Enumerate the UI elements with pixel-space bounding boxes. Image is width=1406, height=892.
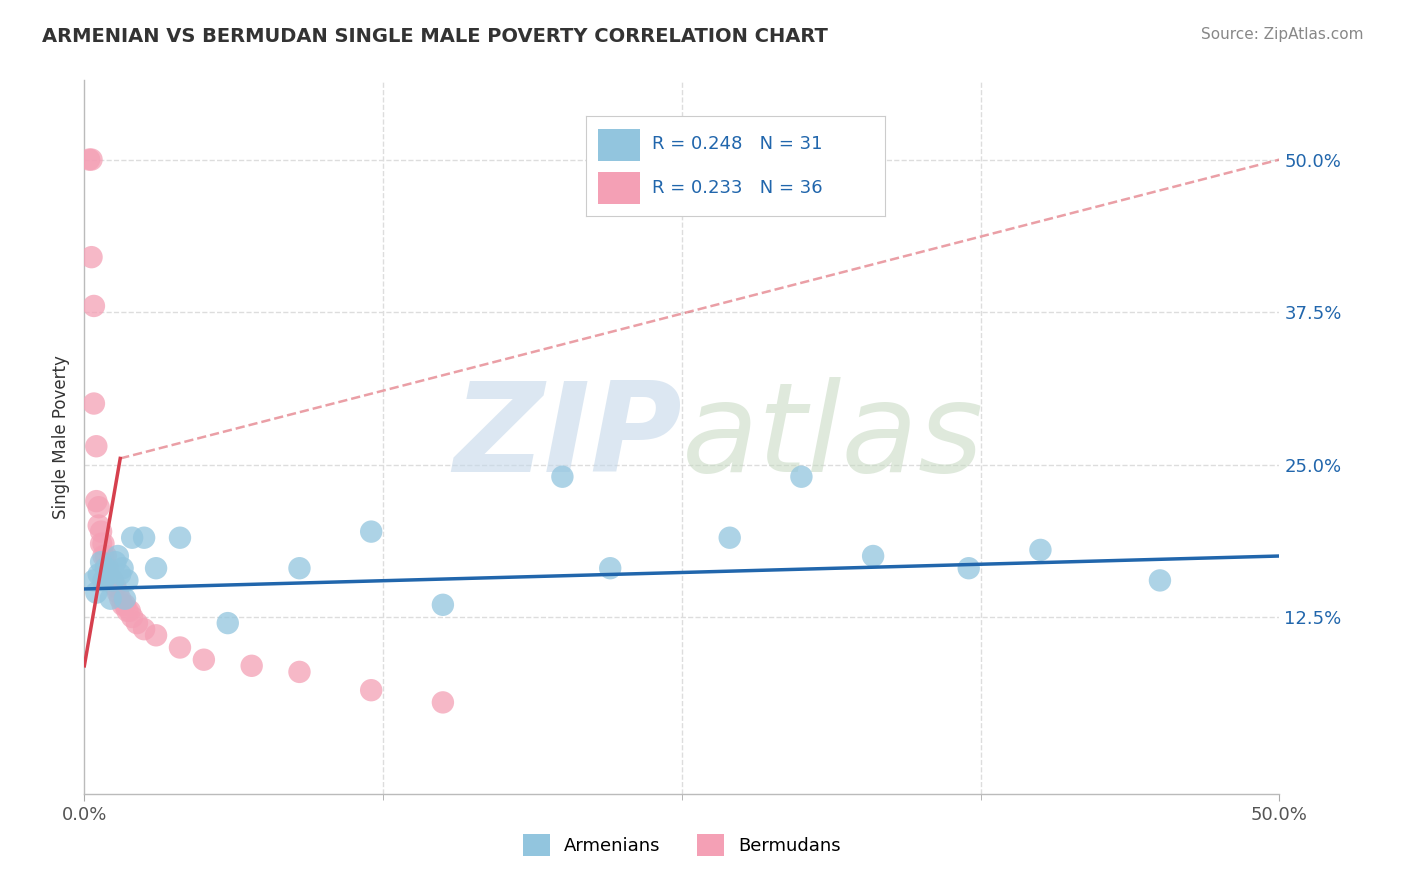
Text: ZIP: ZIP [453,376,682,498]
Point [94,561,117,575]
Point [240,658,263,673]
Point [86,494,108,508]
Point [111,598,134,612]
Point [169,640,191,655]
Point [104,580,127,594]
Point [90,537,112,551]
Point [100,574,122,588]
Point [360,683,382,698]
Point [862,549,884,563]
Point [599,561,621,575]
Point [132,622,156,636]
Point [107,585,129,599]
Point [114,591,136,606]
Point [101,574,124,588]
Point [80,250,103,264]
Point [86,439,108,453]
Point [718,531,741,545]
Point [107,549,129,563]
Point [97,567,120,582]
Text: Source: ZipAtlas.com: Source: ZipAtlas.com [1201,27,1364,42]
Legend: Armenians, Bermudans: Armenians, Bermudans [516,827,848,863]
Point [125,616,148,631]
Point [432,695,454,709]
Point [145,561,167,575]
Point [288,561,311,575]
Text: ARMENIAN VS BERMUDAN SINGLE MALE POVERTY CORRELATION CHART: ARMENIAN VS BERMUDAN SINGLE MALE POVERTY… [42,27,828,45]
Point [93,549,115,563]
Point [101,574,124,588]
Point [121,610,143,624]
Point [1029,542,1052,557]
Point [86,585,108,599]
Point [80,153,103,167]
Point [93,574,115,588]
Point [104,555,127,569]
Point [97,561,120,575]
Point [94,549,117,563]
Point [217,616,239,631]
Point [114,598,136,612]
Point [87,500,110,515]
Point [145,628,167,642]
Point [360,524,382,539]
Point [94,561,117,575]
Point [97,567,120,582]
Y-axis label: Single Male Poverty: Single Male Poverty [52,355,70,519]
Point [100,591,122,606]
Point [77,153,100,167]
Point [132,531,156,545]
Point [83,299,105,313]
Point [87,567,110,582]
Point [90,555,112,569]
Point [83,574,105,588]
Point [432,598,454,612]
Point [288,665,311,679]
Point [83,396,105,410]
Point [117,574,139,588]
Point [117,604,139,618]
Point [551,469,574,483]
Point [90,524,112,539]
Point [790,469,813,483]
Text: atlas: atlas [682,376,984,498]
Point [110,567,132,582]
Point [957,561,980,575]
Point [111,561,134,575]
Point [118,604,141,618]
Point [1149,574,1171,588]
Point [110,591,132,606]
Point [93,537,115,551]
Point [193,653,215,667]
Point [169,531,191,545]
Point [87,518,110,533]
Point [121,531,143,545]
